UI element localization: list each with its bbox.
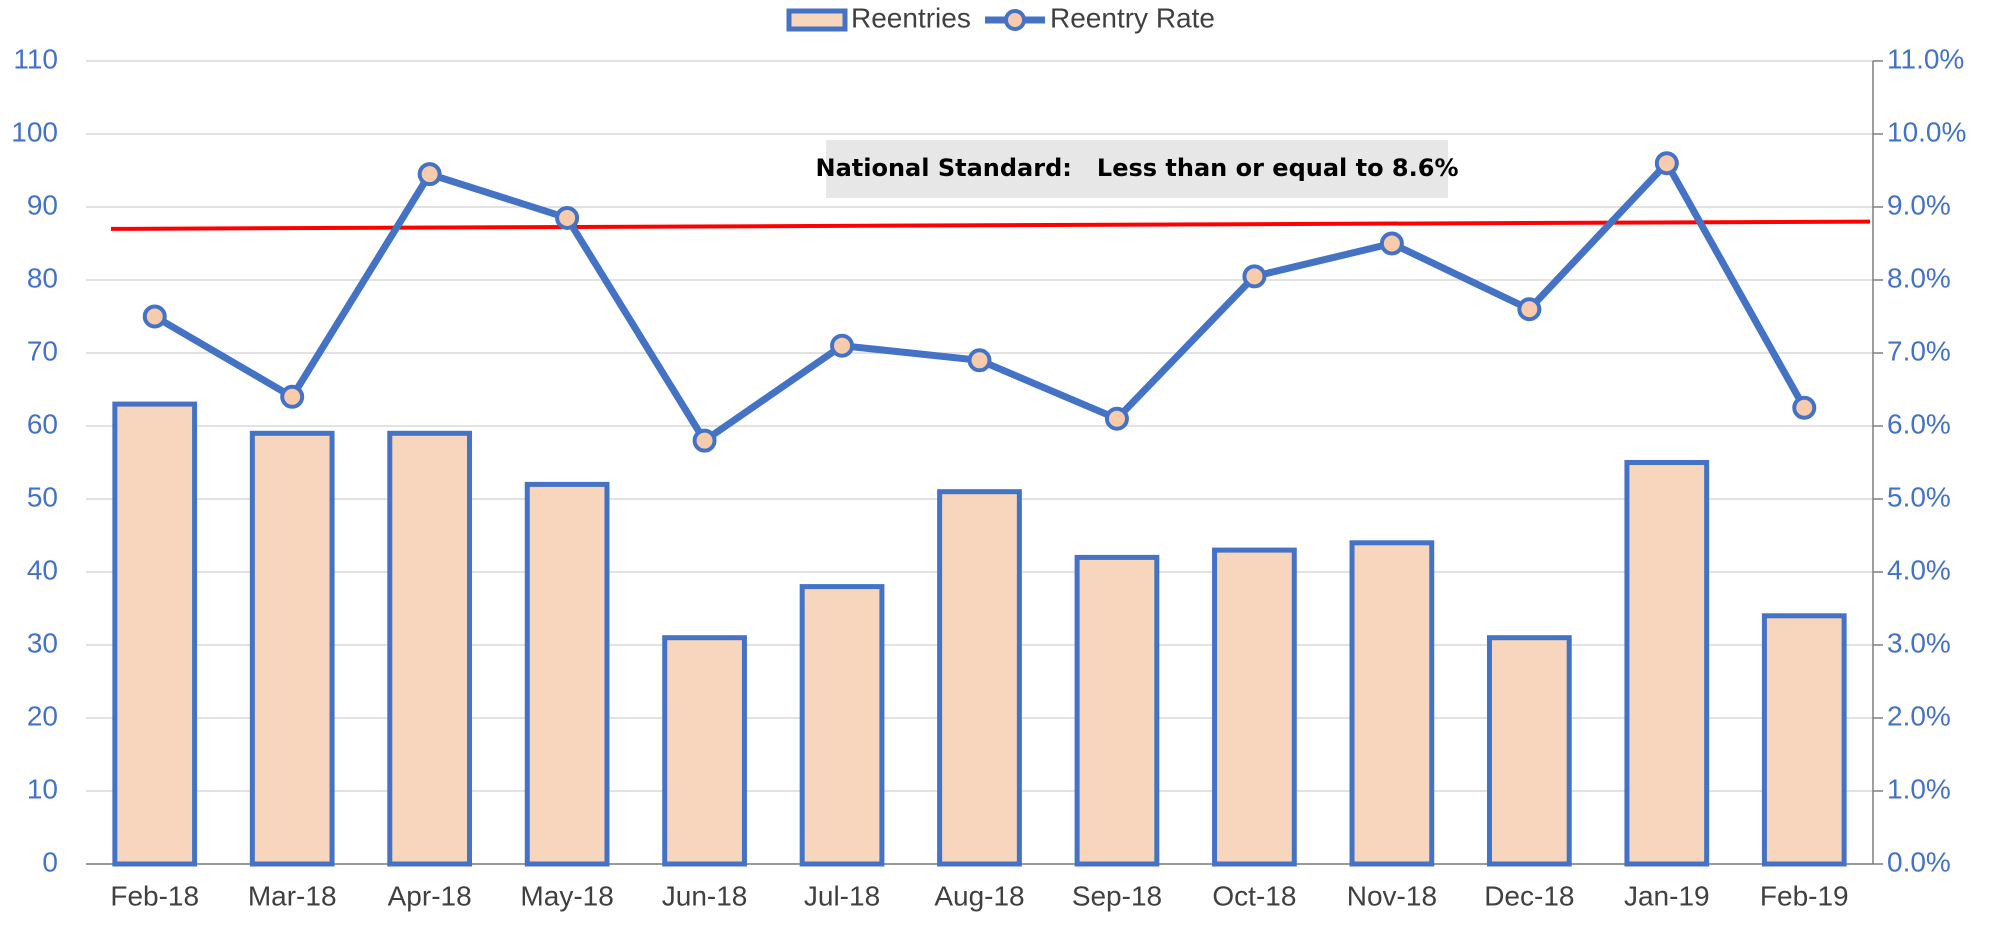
annotation: National Standard: Less than or equal to… <box>816 154 1459 182</box>
bar <box>112 401 198 867</box>
y2-tick-label: 1.0% <box>1887 773 1951 804</box>
x-tick-label: Aug-18 <box>934 880 1024 911</box>
rate-marker <box>1242 264 1267 289</box>
rate-marker <box>1379 231 1404 256</box>
y2-tick-label: 6.0% <box>1887 408 1951 439</box>
x-tick-label: Jul-18 <box>804 880 880 911</box>
rate-marker <box>280 384 305 409</box>
x-tick-label: Apr-18 <box>388 880 472 911</box>
rate-marker <box>142 304 167 329</box>
x-tick-label: Nov-18 <box>1347 880 1437 911</box>
bar <box>662 635 747 867</box>
bar <box>1074 554 1160 867</box>
y-tick-label: 60 <box>27 408 58 439</box>
y2-tick-label: 7.0% <box>1887 335 1951 366</box>
y2-tick-label: 10.0% <box>1887 116 1966 147</box>
rate-marker <box>1792 395 1817 420</box>
x-tick-label: Mar-18 <box>248 880 337 911</box>
x-tick-label: Feb-19 <box>1760 880 1849 911</box>
y2-tick-label: 8.0% <box>1887 262 1951 293</box>
x-tick-label: Feb-18 <box>110 880 199 911</box>
y-tick-label: 100 <box>11 116 58 147</box>
legend-label: Reentry Rate <box>1050 2 1215 33</box>
bar <box>1761 613 1847 867</box>
reference-line <box>110 219 1871 231</box>
y2-tick-label: 5.0% <box>1887 481 1951 512</box>
y-tick-label: 10 <box>27 773 58 804</box>
y-tick-label: 110 <box>13 43 58 74</box>
bar <box>799 584 885 867</box>
rate-marker <box>1104 406 1129 431</box>
bar <box>1624 460 1710 867</box>
y2-tick-label: 11.0% <box>1887 43 1964 74</box>
y-tick-label: 40 <box>27 554 58 585</box>
y-tick-label: 20 <box>27 700 58 731</box>
bar <box>1212 547 1297 867</box>
y-tick-label: 90 <box>27 189 58 220</box>
rate-marker <box>1654 151 1679 176</box>
y2-tick-label: 3.0% <box>1887 627 1951 658</box>
y2-tick-label: 0.0% <box>1887 846 1951 877</box>
y-tick-label: 80 <box>27 262 58 293</box>
bar <box>937 489 1022 867</box>
y-tick-label: 50 <box>27 481 58 512</box>
y-tick-label: 0 <box>42 846 58 877</box>
x-tick-label: Oct-18 <box>1212 880 1296 911</box>
legend-label: Reentries <box>851 2 971 33</box>
rate-marker <box>555 205 580 230</box>
legend-marker-swatch <box>1004 9 1026 31</box>
y2-tick-label: 4.0% <box>1887 554 1951 585</box>
x-tick-label: Jun-18 <box>662 880 748 911</box>
x-tick-label: Dec-18 <box>1484 880 1574 911</box>
rate-marker <box>692 428 717 453</box>
rate-marker <box>830 333 855 358</box>
annotation-box <box>826 140 1448 198</box>
y-tick-label: 30 <box>27 627 58 658</box>
x-tick-label: Sep-18 <box>1072 880 1162 911</box>
bar <box>1349 540 1435 867</box>
bar <box>249 430 335 867</box>
rate-marker <box>417 162 442 187</box>
bar <box>387 430 473 867</box>
y2-tick-label: 9.0% <box>1887 189 1951 220</box>
rate-marker <box>967 348 992 373</box>
x-tick-label: Jan-19 <box>1624 880 1710 911</box>
y2-tick-label: 2.0% <box>1887 700 1951 731</box>
rate-line <box>152 159 1808 445</box>
bar <box>1486 635 1572 867</box>
y-tick-label: 70 <box>27 335 58 366</box>
legend-bar-swatch <box>786 8 848 32</box>
rate-marker <box>1517 297 1542 322</box>
x-tick-label: May-18 <box>520 880 613 911</box>
bar <box>524 481 610 867</box>
